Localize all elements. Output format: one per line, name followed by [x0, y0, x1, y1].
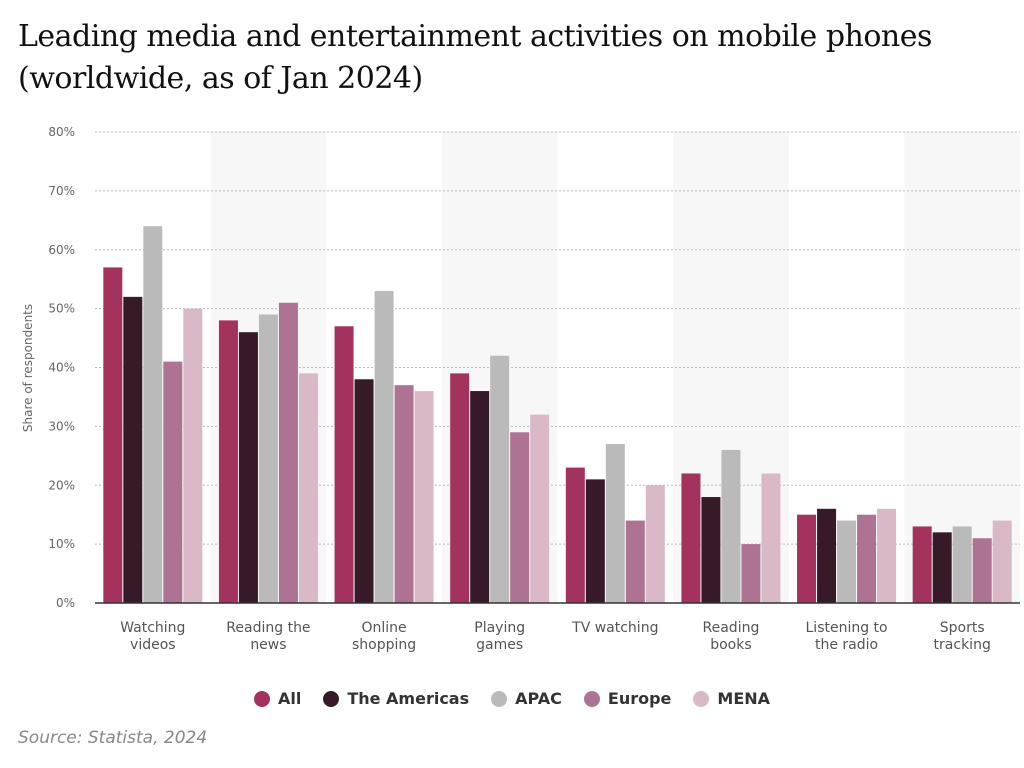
bar-apac	[952, 526, 972, 603]
x-tick-label: Playing	[474, 620, 525, 636]
bar-europe	[278, 302, 298, 603]
x-tick-label: books	[710, 637, 751, 653]
legend-item[interactable]: All	[253, 689, 302, 708]
bar-mena	[761, 473, 781, 603]
bar-europe	[972, 538, 992, 603]
bar-the-americas	[701, 497, 721, 603]
bar-all	[103, 267, 123, 603]
chart-title: Leading media and entertainment activiti…	[18, 19, 932, 96]
bar-europe	[510, 432, 530, 603]
bar-europe	[741, 544, 761, 603]
bar-mena	[298, 373, 318, 603]
legend-item[interactable]: MENA	[693, 689, 770, 708]
bar-apac	[143, 226, 163, 603]
bar-the-americas	[932, 532, 952, 603]
legend-dot-icon	[583, 690, 600, 707]
bar-mena	[414, 391, 434, 603]
bar-mena	[530, 414, 550, 603]
bar-europe	[163, 361, 183, 603]
x-tick-label: tracking	[934, 637, 991, 653]
y-tick-label: 60%	[48, 243, 75, 257]
bar-all	[681, 473, 701, 603]
x-tick-label: Online	[361, 620, 406, 636]
bar-apac	[258, 314, 278, 603]
bar-the-americas	[470, 391, 490, 603]
bar-europe	[394, 385, 414, 603]
y-tick-label: 20%	[48, 478, 75, 492]
bar-all	[912, 526, 932, 603]
x-tick-label: Listening to	[806, 620, 888, 636]
legend-label: The Americas	[347, 689, 470, 708]
bar-europe	[625, 520, 645, 603]
x-tick-label: shopping	[352, 637, 416, 653]
legend-item[interactable]: The Americas	[323, 689, 469, 708]
y-tick-label: 30%	[48, 419, 75, 433]
legend-label: Europe	[607, 689, 672, 708]
bar-apac	[721, 449, 741, 603]
legend-dot-icon	[323, 690, 340, 707]
legend-label: All	[277, 689, 302, 708]
x-tick-label: Watching	[120, 620, 185, 636]
bar-apac	[837, 520, 857, 603]
bar-mena	[992, 520, 1012, 603]
x-tick-label: Reading the	[226, 620, 310, 636]
y-tick-label: 10%	[48, 537, 75, 551]
bar-mena	[877, 508, 897, 603]
y-tick-label: 0%	[56, 596, 75, 610]
bar-apac	[605, 444, 625, 603]
bar-the-americas	[817, 508, 837, 603]
x-tick-label: videos	[130, 637, 176, 653]
bar-mena	[183, 308, 203, 603]
x-tick-label: news	[250, 637, 286, 653]
x-tick-label: TV watching	[571, 620, 658, 636]
bar-apac	[374, 290, 394, 603]
legend-dot-icon	[253, 690, 270, 707]
bar-all	[450, 373, 470, 603]
bar-the-americas	[354, 379, 374, 603]
x-tick-label: games	[476, 637, 523, 653]
x-tick-label: the radio	[815, 637, 878, 653]
legend-dot-icon	[491, 690, 508, 707]
bar-the-americas	[585, 479, 605, 603]
legend-label: APAC	[515, 689, 562, 708]
y-tick-label: 50%	[48, 302, 75, 316]
legend: All The Americas APAC Europe MENA	[0, 689, 1024, 708]
legend-item[interactable]: APAC	[491, 689, 562, 708]
bar-the-americas	[123, 296, 143, 603]
bar-europe	[857, 514, 877, 603]
bar-all	[565, 467, 585, 603]
x-tick-label: Reading	[703, 620, 760, 636]
y-tick-label: 80%	[48, 125, 75, 139]
legend-label: MENA	[717, 689, 771, 708]
bar-all	[797, 514, 817, 603]
legend-item[interactable]: Europe	[583, 689, 672, 708]
bar-all	[334, 326, 354, 603]
bar-chart: 0% 10% 20% 30% 40% 50% 60% 70% 80% Share of respo…	[21, 125, 1020, 653]
bar-the-americas	[238, 332, 258, 603]
y-tick-label: 40%	[48, 361, 75, 375]
bar-all	[218, 320, 238, 603]
x-tick-label: Sports	[940, 620, 985, 636]
bar-mena	[645, 485, 665, 603]
bar-apac	[490, 355, 510, 603]
y-tick-label: 70%	[48, 184, 75, 198]
y-axis-label: Share of respondents	[21, 304, 35, 432]
source-note: Source: Statista, 2024	[18, 728, 208, 748]
legend-dot-icon	[693, 690, 710, 707]
